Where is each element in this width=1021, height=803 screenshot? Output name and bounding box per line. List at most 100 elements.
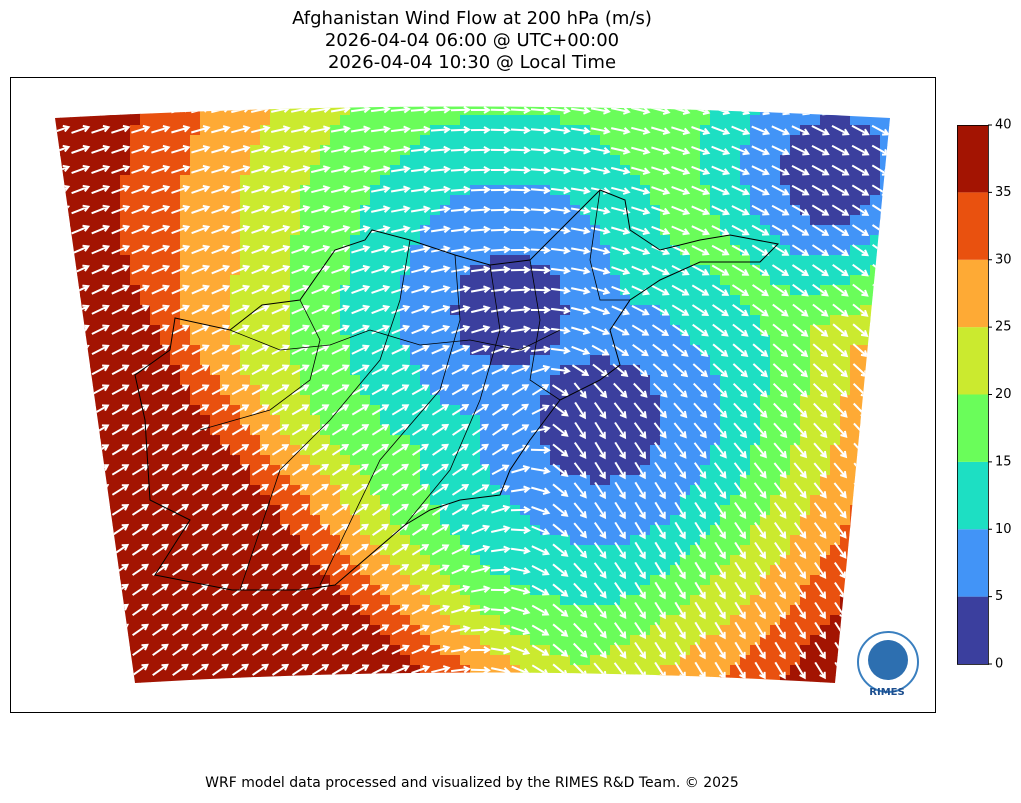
field-cell bbox=[210, 245, 221, 256]
field-cell bbox=[150, 445, 161, 456]
field-cell bbox=[680, 155, 691, 166]
field-cell bbox=[730, 645, 741, 656]
field-cell bbox=[740, 255, 751, 266]
field-cell bbox=[150, 335, 161, 346]
field-cell bbox=[330, 265, 341, 276]
field-cell bbox=[330, 235, 341, 246]
field-cell bbox=[820, 525, 831, 536]
field-cell bbox=[190, 435, 201, 446]
field-cell bbox=[420, 655, 431, 666]
field-cell bbox=[110, 425, 121, 436]
field-cell bbox=[550, 395, 561, 406]
field-cell bbox=[670, 175, 681, 186]
field-cell bbox=[390, 425, 401, 436]
field-cell bbox=[170, 515, 181, 526]
field-cell bbox=[240, 655, 251, 666]
field-cell bbox=[730, 215, 741, 226]
field-cell bbox=[830, 185, 841, 196]
field-cell bbox=[170, 205, 181, 216]
field-cell bbox=[700, 315, 711, 326]
field-cell bbox=[370, 135, 381, 146]
field-cell bbox=[110, 395, 121, 406]
field-cell bbox=[260, 395, 271, 406]
field-cell bbox=[560, 655, 571, 666]
field-cell bbox=[750, 435, 761, 446]
field-cell bbox=[820, 375, 831, 386]
field-cell bbox=[830, 415, 841, 426]
field-cell bbox=[440, 195, 451, 206]
field-cell bbox=[570, 185, 581, 196]
field-cell bbox=[470, 515, 481, 526]
field-cell bbox=[140, 655, 151, 666]
field-cell bbox=[290, 285, 301, 296]
field-cell bbox=[260, 615, 271, 626]
field-cell bbox=[250, 195, 261, 206]
field-cell bbox=[730, 145, 741, 156]
field-cell bbox=[820, 635, 831, 646]
field-cell bbox=[470, 535, 481, 546]
field-cell bbox=[570, 335, 581, 346]
field-cell bbox=[690, 205, 701, 216]
field-cell bbox=[390, 515, 401, 526]
field-cell bbox=[320, 135, 331, 146]
field-cell bbox=[130, 225, 141, 236]
field-cell bbox=[770, 485, 781, 496]
field-cell bbox=[330, 255, 341, 266]
field-cell bbox=[840, 555, 851, 566]
field-cell bbox=[170, 445, 181, 456]
field-cell bbox=[140, 295, 151, 306]
field-cell bbox=[760, 545, 771, 556]
field-cell bbox=[850, 425, 861, 436]
field-cell bbox=[690, 505, 701, 516]
field-cell bbox=[350, 255, 361, 266]
field-cell bbox=[460, 475, 471, 486]
field-cell bbox=[610, 525, 621, 536]
field-cell bbox=[480, 265, 491, 276]
field-cell bbox=[530, 155, 541, 166]
field-cell bbox=[730, 355, 741, 366]
field-cell bbox=[790, 425, 801, 436]
field-cell bbox=[310, 505, 321, 516]
field-cell bbox=[300, 565, 311, 576]
field-cell bbox=[810, 555, 821, 566]
field-cell bbox=[720, 405, 731, 416]
field-cell bbox=[470, 335, 481, 346]
field-cell bbox=[810, 305, 821, 316]
field-cell bbox=[230, 335, 241, 346]
field-cell bbox=[400, 195, 411, 206]
field-cell bbox=[640, 445, 651, 456]
field-cell bbox=[130, 565, 141, 576]
field-cell bbox=[190, 495, 201, 506]
field-cell bbox=[170, 165, 181, 176]
field-cell bbox=[410, 445, 421, 456]
field-cell bbox=[470, 495, 481, 506]
field-cell bbox=[320, 355, 331, 366]
field-cell bbox=[350, 435, 361, 446]
field-cell bbox=[790, 125, 801, 136]
field-cell bbox=[550, 445, 561, 456]
field-cell bbox=[680, 175, 691, 186]
field-cell bbox=[380, 615, 391, 626]
field-cell bbox=[330, 495, 341, 506]
field-cell bbox=[730, 475, 741, 486]
field-cell bbox=[770, 525, 781, 536]
field-cell bbox=[610, 275, 621, 286]
field-cell bbox=[530, 595, 541, 606]
field-cell bbox=[820, 195, 831, 206]
field-cell bbox=[730, 365, 741, 376]
field-cell bbox=[320, 235, 331, 246]
field-cell bbox=[250, 525, 261, 536]
field-cell bbox=[200, 435, 211, 446]
field-cell bbox=[270, 355, 281, 366]
field-cell bbox=[490, 215, 501, 226]
field-cell bbox=[740, 395, 751, 406]
field-cell bbox=[790, 505, 801, 516]
field-cell bbox=[820, 425, 831, 436]
field-cell bbox=[140, 315, 151, 326]
field-cell bbox=[620, 215, 631, 226]
field-cell bbox=[180, 435, 191, 446]
field-cell bbox=[560, 355, 571, 366]
field-cell bbox=[650, 265, 661, 276]
field-cell bbox=[570, 475, 581, 486]
